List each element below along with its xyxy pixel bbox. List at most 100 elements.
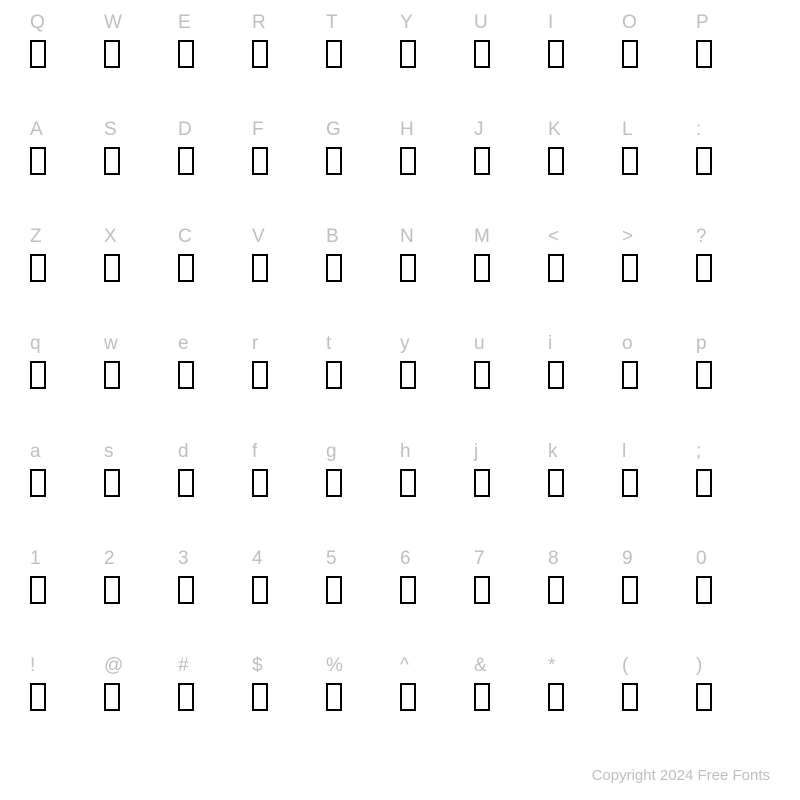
char-label: o <box>622 333 633 359</box>
glyph-placeholder-box <box>252 147 268 175</box>
char-cell: & <box>474 653 548 760</box>
char-label: Q <box>30 12 45 38</box>
char-cell: h <box>400 439 474 546</box>
char-label: 4 <box>252 548 263 574</box>
glyph-placeholder-box <box>548 147 564 175</box>
glyph-placeholder-box <box>474 361 490 389</box>
glyph-placeholder-box <box>622 147 638 175</box>
glyph-placeholder-box <box>622 576 638 604</box>
char-cell: D <box>178 117 252 224</box>
char-cell: N <box>400 224 474 331</box>
char-label: i <box>548 333 552 359</box>
char-cell: 0 <box>696 546 770 653</box>
glyph-placeholder-box <box>252 469 268 497</box>
char-cell: g <box>326 439 400 546</box>
char-cell: I <box>548 10 622 117</box>
char-label: y <box>400 333 410 359</box>
glyph-placeholder-box <box>326 361 342 389</box>
char-cell: l <box>622 439 696 546</box>
glyph-placeholder-box <box>400 683 416 711</box>
char-cell: 1 <box>30 546 104 653</box>
glyph-placeholder-box <box>400 254 416 282</box>
char-label: # <box>178 655 189 681</box>
glyph-placeholder-box <box>696 40 712 68</box>
char-label: K <box>548 119 561 145</box>
glyph-placeholder-box <box>474 576 490 604</box>
glyph-placeholder-box <box>696 147 712 175</box>
char-cell: ? <box>696 224 770 331</box>
char-label: < <box>548 226 559 252</box>
char-cell: H <box>400 117 474 224</box>
char-label: l <box>622 441 626 467</box>
char-label: 7 <box>474 548 485 574</box>
char-cell: > <box>622 224 696 331</box>
glyph-placeholder-box <box>474 147 490 175</box>
glyph-placeholder-box <box>548 576 564 604</box>
char-cell: 3 <box>178 546 252 653</box>
char-label: 3 <box>178 548 189 574</box>
char-label: T <box>326 12 338 38</box>
glyph-placeholder-box <box>400 469 416 497</box>
char-cell: B <box>326 224 400 331</box>
glyph-placeholder-box <box>474 683 490 711</box>
char-label: ) <box>696 655 702 681</box>
char-label: 9 <box>622 548 633 574</box>
character-grid: QWERTYUIOPASDFGHJKL:ZXCVBNM<>?qwertyuiop… <box>0 0 800 760</box>
glyph-placeholder-box <box>178 361 194 389</box>
glyph-placeholder-box <box>30 40 46 68</box>
glyph-placeholder-box <box>178 576 194 604</box>
char-label: u <box>474 333 485 359</box>
copyright-footer: Copyright 2024 Free Fonts <box>592 767 770 784</box>
char-cell: O <box>622 10 696 117</box>
char-label: Z <box>30 226 42 252</box>
char-label: M <box>474 226 490 252</box>
char-label: h <box>400 441 411 467</box>
glyph-placeholder-box <box>326 576 342 604</box>
char-label: s <box>104 441 114 467</box>
char-label: H <box>400 119 414 145</box>
char-cell: T <box>326 10 400 117</box>
char-cell: y <box>400 331 474 438</box>
glyph-placeholder-box <box>326 469 342 497</box>
glyph-placeholder-box <box>548 254 564 282</box>
glyph-placeholder-box <box>622 361 638 389</box>
glyph-placeholder-box <box>548 40 564 68</box>
glyph-placeholder-box <box>548 469 564 497</box>
char-cell: q <box>30 331 104 438</box>
glyph-placeholder-box <box>474 469 490 497</box>
glyph-placeholder-box <box>622 40 638 68</box>
glyph-placeholder-box <box>252 576 268 604</box>
char-cell: 9 <box>622 546 696 653</box>
char-label: D <box>178 119 192 145</box>
char-cell: w <box>104 331 178 438</box>
char-label: j <box>474 441 478 467</box>
char-label: X <box>104 226 117 252</box>
glyph-placeholder-box <box>622 683 638 711</box>
char-cell: A <box>30 117 104 224</box>
glyph-placeholder-box <box>326 40 342 68</box>
char-label: U <box>474 12 488 38</box>
char-cell: o <box>622 331 696 438</box>
char-label: G <box>326 119 341 145</box>
glyph-placeholder-box <box>696 254 712 282</box>
char-cell: r <box>252 331 326 438</box>
char-cell: L <box>622 117 696 224</box>
glyph-placeholder-box <box>104 576 120 604</box>
char-label: t <box>326 333 331 359</box>
char-label: k <box>548 441 558 467</box>
glyph-placeholder-box <box>474 254 490 282</box>
char-label: % <box>326 655 343 681</box>
glyph-placeholder-box <box>104 683 120 711</box>
char-label: ! <box>30 655 35 681</box>
glyph-placeholder-box <box>30 683 46 711</box>
char-cell: f <box>252 439 326 546</box>
glyph-placeholder-box <box>104 469 120 497</box>
char-label: 1 <box>30 548 41 574</box>
char-label: 8 <box>548 548 559 574</box>
glyph-placeholder-box <box>548 683 564 711</box>
glyph-placeholder-box <box>400 147 416 175</box>
char-cell: # <box>178 653 252 760</box>
glyph-placeholder-box <box>326 147 342 175</box>
char-label: $ <box>252 655 263 681</box>
char-label: & <box>474 655 487 681</box>
